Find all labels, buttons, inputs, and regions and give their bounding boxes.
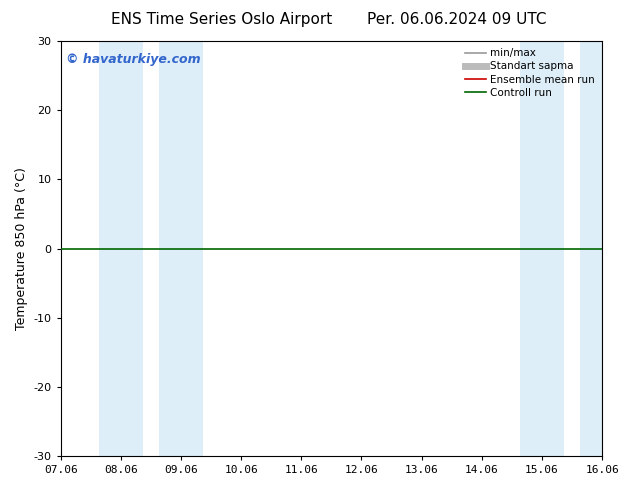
Text: Per. 06.06.2024 09 UTC: Per. 06.06.2024 09 UTC bbox=[366, 12, 547, 27]
Text: © havaturkiye.com: © havaturkiye.com bbox=[66, 53, 201, 67]
Text: ENS Time Series Oslo Airport: ENS Time Series Oslo Airport bbox=[112, 12, 332, 27]
Y-axis label: Temperature 850 hPa (°C): Temperature 850 hPa (°C) bbox=[15, 167, 28, 330]
Legend: min/max, Standart sapma, Ensemble mean run, Controll run: min/max, Standart sapma, Ensemble mean r… bbox=[461, 44, 599, 102]
Bar bbox=[99, 41, 143, 456]
Bar bbox=[580, 41, 624, 456]
Bar bbox=[158, 41, 204, 456]
Bar bbox=[520, 41, 564, 456]
